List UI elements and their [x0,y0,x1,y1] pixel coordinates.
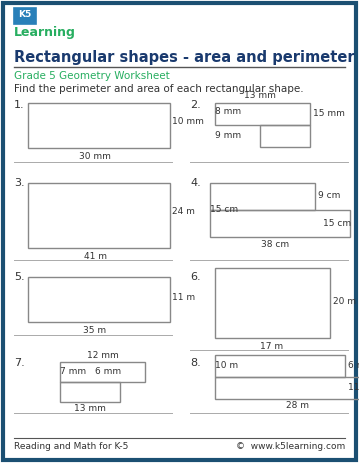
Text: 7.: 7. [14,358,25,368]
Text: 9 cm: 9 cm [318,192,340,200]
Text: 15 cm: 15 cm [210,206,238,214]
Bar [60,362,145,382]
Text: 20 m: 20 m [333,296,356,306]
Text: 35 m: 35 m [83,326,107,335]
Bar [215,355,345,377]
Bar [210,210,350,237]
Text: 41 m: 41 m [84,252,107,261]
Bar [215,377,359,399]
Text: Learning: Learning [14,26,76,39]
Text: 3.: 3. [14,178,25,188]
Text: 10 m: 10 m [215,362,238,370]
Text: 15 cm: 15 cm [323,219,351,227]
Text: 10 mm: 10 mm [172,118,204,126]
Bar [215,268,330,338]
Bar [14,8,36,24]
Text: 11 m: 11 m [348,383,359,393]
Text: Reading and Math for K-5: Reading and Math for K-5 [14,442,129,451]
Bar [60,382,120,402]
Text: 38 cm: 38 cm [261,240,289,249]
Text: 12 mm: 12 mm [87,351,119,360]
Text: 7 mm: 7 mm [60,368,86,376]
Text: 13 mm: 13 mm [74,404,106,413]
Text: 9 mm: 9 mm [215,131,241,140]
Bar [28,103,170,148]
Bar [28,183,170,248]
Text: 8.: 8. [190,358,201,368]
Text: 8 mm: 8 mm [215,106,241,115]
Text: Find the perimeter and area of each rectangular shape.: Find the perimeter and area of each rect… [14,84,304,94]
Text: 6 m: 6 m [348,362,359,370]
Text: Grade 5 Geometry Worksheet: Grade 5 Geometry Worksheet [14,71,170,81]
Text: 11 m: 11 m [172,293,195,301]
Text: K5: K5 [18,10,32,19]
Bar [260,125,310,147]
Text: 13 mm: 13 mm [244,91,276,100]
Text: 28 m: 28 m [285,401,308,410]
Text: 2.: 2. [190,100,201,110]
Text: 5.: 5. [14,272,25,282]
Bar [215,103,310,125]
Bar [28,277,170,322]
Text: 4.: 4. [190,178,201,188]
Text: 6 mm: 6 mm [95,368,121,376]
Text: 24 m: 24 m [172,207,195,217]
Text: 15 mm: 15 mm [313,110,345,119]
Text: Rectangular shapes - area and perimeter: Rectangular shapes - area and perimeter [14,50,355,65]
Text: 30 mm: 30 mm [79,152,111,161]
Text: 1.: 1. [14,100,25,110]
Text: ©  www.k5learning.com: © www.k5learning.com [236,442,345,451]
Bar [210,183,315,210]
Text: 17 m: 17 m [260,342,284,351]
Text: 6.: 6. [190,272,201,282]
